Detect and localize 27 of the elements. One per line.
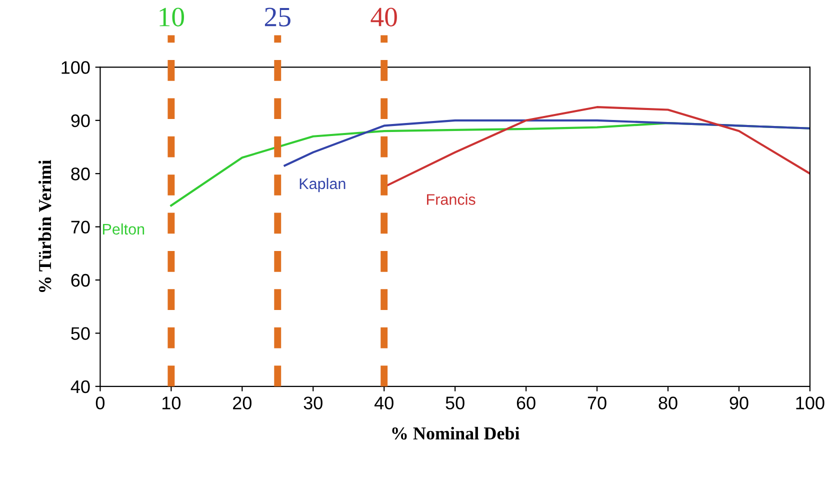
y-tick-label: 50 (71, 327, 90, 340)
x-axis-title: % Nominal Debi (392, 426, 520, 440)
x-tick-label: 100 (796, 396, 824, 410)
ref-line-label: 10 (160, 8, 184, 26)
x-tick-label: 0 (96, 396, 105, 410)
y-tick-label: 60 (71, 274, 90, 287)
y-tick-label: 90 (71, 114, 90, 128)
series-label: Kaplan (300, 178, 346, 192)
x-tick-label: 30 (304, 396, 322, 410)
x-tick-label: 60 (516, 396, 536, 410)
y-axis-title: % Türbin Verimi (38, 160, 52, 292)
x-tick-label: 90 (730, 396, 748, 410)
x-tick-label: 40 (374, 396, 394, 410)
series-label: Francis (427, 194, 476, 205)
x-tick-label: 80 (658, 396, 678, 410)
x-tick-label: 20 (233, 396, 252, 410)
y-tick-label: 40 (70, 380, 90, 394)
ref-line-label: 40 (370, 8, 397, 26)
y-tick-label: 80 (71, 168, 90, 180)
text: Pelton (102, 223, 144, 235)
y-tick-label: 100 (62, 61, 90, 74)
y-tick-label: 70 (71, 220, 90, 234)
ref-line-label: 25 (264, 8, 290, 26)
x-tick-label: 70 (588, 396, 606, 410)
line-series (284, 119, 810, 167)
x-tick-label: 50 (446, 396, 464, 410)
x-tick-label: 10 (162, 396, 181, 410)
